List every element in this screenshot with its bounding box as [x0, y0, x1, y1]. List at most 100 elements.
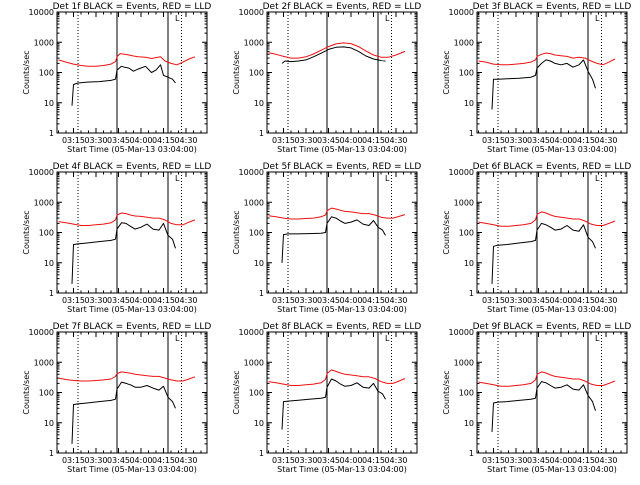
- events-series-line: [71, 64, 176, 106]
- x-tick-label: 03:30: [84, 296, 107, 305]
- plot-title: Det 5f BLACK = Events, RED = LLD: [263, 162, 422, 172]
- x-tick-label: 03:45: [107, 136, 130, 145]
- detector-plot-4: Det 4f BLACK = Events, RED = LLD L 1 10 100 1…: [22, 162, 211, 314]
- detector-plot-5: Det 5f BLACK = Events, RED = LLD L 1 10 100 1…: [232, 162, 421, 314]
- x-tick-label: 03:15: [482, 136, 505, 145]
- plot-frame: [56, 331, 208, 454]
- y-tick-label: 10000: [449, 8, 474, 17]
- y-tick-label: 10: [254, 99, 264, 108]
- y-tick-label: 1000: [34, 198, 54, 207]
- y-tick-label: 1000: [244, 38, 264, 47]
- lld-series-line: [478, 211, 616, 227]
- y-tick-label: 10: [254, 259, 264, 268]
- x-tick-label: 04:30: [384, 136, 407, 145]
- y-tick-label: 10000: [239, 168, 264, 177]
- y-tick-label: 10: [44, 99, 54, 108]
- x-axis-label: Start Time (05-Mar-13 03:04:00): [277, 305, 407, 314]
- lld-series-line: [58, 53, 196, 67]
- x-tick-label: 04:15: [152, 136, 175, 145]
- x-tick-label: 03:45: [527, 456, 550, 465]
- y-tick-label: 1: [49, 449, 54, 458]
- corner-marker-label: L: [595, 174, 600, 183]
- x-tick-label: 04:15: [362, 136, 385, 145]
- y-tick-label: 10000: [29, 8, 54, 17]
- x-tick-label: 03:30: [294, 456, 317, 465]
- x-tick-label: 03:30: [84, 136, 107, 145]
- x-tick-label: 04:15: [152, 456, 175, 465]
- events-series-line: [281, 378, 386, 430]
- events-series-line: [491, 59, 596, 110]
- corner-marker-label: L: [385, 14, 390, 23]
- y-tick-label: 1: [469, 449, 474, 458]
- y-tick-label: 10: [464, 259, 474, 268]
- y-axis-label: Counts/sec: [22, 210, 31, 254]
- x-tick-label: 04:30: [594, 296, 617, 305]
- x-axis-label: Start Time (05-Mar-13 03:04:00): [487, 305, 617, 314]
- x-tick-label: 04:00: [129, 456, 152, 465]
- plot-frame: [266, 171, 418, 294]
- x-tick-label: 03:30: [504, 136, 527, 145]
- y-axis-label: Counts/sec: [442, 370, 451, 414]
- detector-plot-2: Det 2f BLACK = Events, RED = LLD L 1 10 100 1…: [232, 2, 421, 154]
- y-tick-label: 10: [464, 419, 474, 428]
- events-series-line: [281, 46, 386, 64]
- y-tick-label: 100: [39, 389, 54, 398]
- x-axis-label: Start Time (05-Mar-13 03:04:00): [487, 465, 617, 474]
- y-axis-label: Counts/sec: [442, 50, 451, 94]
- y-tick-label: 10000: [29, 168, 54, 177]
- y-tick-label: 100: [249, 389, 264, 398]
- events-series-line: [281, 216, 386, 263]
- x-tick-label: 03:15: [482, 456, 505, 465]
- plot-title: Det 6f BLACK = Events, RED = LLD: [473, 162, 632, 172]
- x-tick-label: 04:00: [339, 456, 362, 465]
- lld-series-line: [58, 212, 196, 226]
- lld-series-line: [478, 52, 616, 66]
- plot-title: Det 3f BLACK = Events, RED = LLD: [473, 2, 632, 12]
- y-tick-label: 10000: [449, 168, 474, 177]
- x-tick-label: 04:15: [362, 456, 385, 465]
- y-tick-label: 1000: [34, 358, 54, 367]
- y-tick-label: 1: [259, 129, 264, 138]
- y-axis-label: Counts/sec: [22, 50, 31, 94]
- lld-series-line: [268, 369, 406, 386]
- y-tick-label: 10000: [449, 328, 474, 337]
- y-tick-label: 1000: [244, 198, 264, 207]
- x-tick-label: 03:15: [62, 136, 85, 145]
- y-tick-label: 1000: [454, 198, 474, 207]
- x-tick-label: 04:30: [384, 296, 407, 305]
- x-tick-label: 03:15: [482, 296, 505, 305]
- y-tick-label: 1000: [244, 358, 264, 367]
- plot-frame: [56, 171, 208, 294]
- x-tick-label: 03:45: [107, 296, 130, 305]
- y-tick-label: 100: [39, 229, 54, 238]
- y-tick-label: 10: [44, 259, 54, 268]
- y-tick-label: 100: [459, 229, 474, 238]
- x-tick-label: 03:30: [504, 296, 527, 305]
- x-axis-label: Start Time (05-Mar-13 03:04:00): [277, 465, 407, 474]
- detector-plot-9: Det 9f BLACK = Events, RED = LLD L 1 10 100 1…: [442, 322, 631, 474]
- lld-series-line: [268, 42, 406, 59]
- corner-marker-label: L: [385, 174, 390, 183]
- corner-marker-label: L: [595, 334, 600, 343]
- plot-frame: [476, 11, 628, 134]
- x-axis-label: Start Time (05-Mar-13 03:04:00): [277, 145, 407, 154]
- x-tick-label: 04:30: [174, 296, 197, 305]
- plot-frame: [476, 331, 628, 454]
- x-tick-label: 04:15: [572, 456, 595, 465]
- y-axis-label: Counts/sec: [232, 370, 241, 414]
- plot-frame: [476, 171, 628, 294]
- x-tick-label: 03:15: [272, 136, 295, 145]
- detector-plot-1: Det 1f BLACK = Events, RED = LLD L 1 10 100 1…: [22, 2, 211, 154]
- y-tick-label: 10000: [239, 8, 264, 17]
- x-tick-label: 03:45: [317, 136, 340, 145]
- y-tick-label: 100: [249, 229, 264, 238]
- y-tick-label: 10: [464, 99, 474, 108]
- events-series-line: [491, 381, 596, 432]
- y-tick-label: 1: [469, 289, 474, 298]
- x-tick-label: 04:15: [152, 296, 175, 305]
- x-tick-label: 04:00: [549, 296, 572, 305]
- events-series-line: [71, 381, 176, 444]
- x-tick-label: 04:00: [129, 296, 152, 305]
- x-tick-label: 03:30: [504, 456, 527, 465]
